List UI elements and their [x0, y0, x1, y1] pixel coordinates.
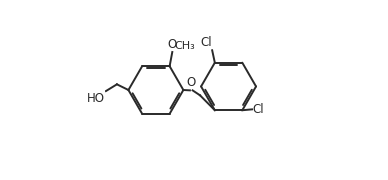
- Text: HO: HO: [87, 92, 105, 105]
- Text: CH₃: CH₃: [175, 41, 196, 51]
- Text: Cl: Cl: [200, 36, 211, 49]
- Text: Cl: Cl: [253, 103, 264, 116]
- Text: O: O: [186, 76, 196, 89]
- Text: O: O: [168, 38, 177, 51]
